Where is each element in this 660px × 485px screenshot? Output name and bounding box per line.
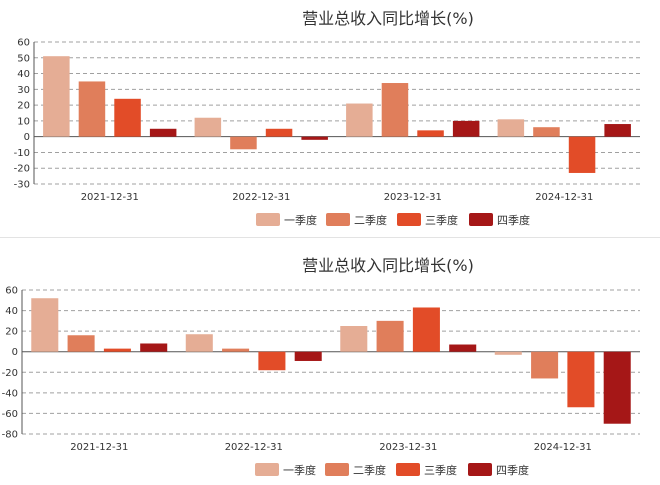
x-tick-label: 2023-12-31 [379,442,437,453]
bar-2022-12-31-二季度 [222,348,250,352]
chart-title: 营业总收入同比增长(%) [302,256,474,275]
x-tick-label: 2022-12-31 [232,192,290,203]
y-tick-label: 50 [17,53,30,64]
bar-2024-12-31-二季度 [531,351,559,379]
y-tick-label: -20 [14,164,30,175]
y-tick-label: 0 [12,347,18,358]
legend-label: 四季度 [497,213,530,227]
bar-2023-12-31-二季度 [376,320,404,352]
bar-2023-12-31-一季度 [346,103,373,137]
bar-2022-12-31-一季度 [185,334,213,352]
y-tick-label: 20 [5,327,18,338]
bar-2023-12-31-四季度 [452,120,480,137]
y-tick-label: -80 [2,430,18,441]
y-tick-label: 30 [17,85,30,96]
bar-2022-12-31-四季度 [301,136,328,140]
legend-swatch [255,463,279,476]
bar-2021-12-31-一季度 [31,298,59,352]
legend-label: 一季度 [284,213,317,227]
legend-label: 二季度 [354,213,387,227]
bar-2021-12-31-四季度 [140,343,168,352]
bar-2023-12-31-二季度 [381,83,409,137]
bar-2021-12-31-四季度 [149,128,177,137]
bar-2022-12-31-二季度 [230,136,257,150]
y-tick-label: -20 [2,368,18,379]
legend-swatch [396,463,420,476]
x-tick-label: 2022-12-31 [225,442,283,453]
bar-2022-12-31-三季度 [258,351,286,371]
bar-2024-12-31-三季度 [568,136,596,173]
y-tick-label: 60 [5,286,18,297]
legend-swatch [397,213,421,226]
bar-2022-12-31-三季度 [265,128,293,137]
bar-2021-12-31-二季度 [67,335,95,352]
x-tick-label: 2021-12-31 [70,442,128,453]
chart-panel-top: 营业总收入同比增长(%) -30 -20 -10 0 10 20 30 40 50 60 2021-… [0,0,660,232]
legend-swatch [325,463,349,476]
bar-2024-12-31-二季度 [533,127,560,137]
legend-swatch [469,213,493,226]
legend-swatch [256,213,280,226]
bar-2024-12-31-三季度 [567,351,595,408]
x-tick-label: 2021-12-31 [81,192,139,203]
bar-2024-12-31-四季度 [603,351,631,424]
bar-2022-12-31-四季度 [294,351,322,361]
revenue-growth-chart-top: 营业总收入同比增长(%) -30 -20 -10 0 10 20 30 40 50 60 2021-… [14,9,640,227]
y-tick-label: 40 [5,306,18,317]
legend-swatch [326,213,350,226]
bar-2021-12-31-二季度 [78,81,106,137]
chart-panel-bottom: 营业总收入同比增长(%) -80 -60 -40 -20 0 20 40 60 2021-12-… [0,244,660,485]
y-tick-label: 0 [24,132,30,143]
legend-label: 二季度 [353,463,386,477]
x-tick-label: 2024-12-31 [534,442,592,453]
bar-2021-12-31-三季度 [103,348,131,352]
bar-2023-12-31-三季度 [417,130,444,137]
bar-2023-12-31-四季度 [449,344,477,352]
bar-2023-12-31-一季度 [340,326,368,352]
chart-title: 营业总收入同比增长(%) [302,9,474,28]
y-tick-label: 10 [17,116,30,127]
legend-label: 三季度 [425,213,458,227]
legend-label: 一季度 [283,463,316,477]
x-tick-label: 2024-12-31 [535,192,593,203]
y-tick-label: -10 [14,148,30,159]
bar-2021-12-31-一季度 [43,56,70,137]
y-tick-label: -60 [2,409,18,420]
legend-label: 三季度 [424,463,457,477]
bar-2023-12-31-三季度 [412,307,440,352]
legend-swatch [468,463,492,476]
legend-label: 四季度 [496,463,529,477]
panel-divider [0,237,660,238]
y-tick-label: 20 [17,101,30,112]
y-tick-label: -30 [14,180,30,191]
bar-2024-12-31-一季度 [497,119,525,137]
bar-2024-12-31-一季度 [494,351,522,355]
revenue-growth-chart-bottom: 营业总收入同比增长(%) -80 -60 -40 -20 0 20 40 60 2021-12-… [2,256,640,477]
y-tick-label: 40 [17,69,30,80]
y-tick-label: -40 [2,388,18,399]
y-tick-label: 60 [17,38,30,49]
bar-2021-12-31-三季度 [114,98,141,137]
bar-2024-12-31-四季度 [604,124,631,137]
x-tick-label: 2023-12-31 [384,192,442,203]
bar-2022-12-31-一季度 [194,117,222,137]
